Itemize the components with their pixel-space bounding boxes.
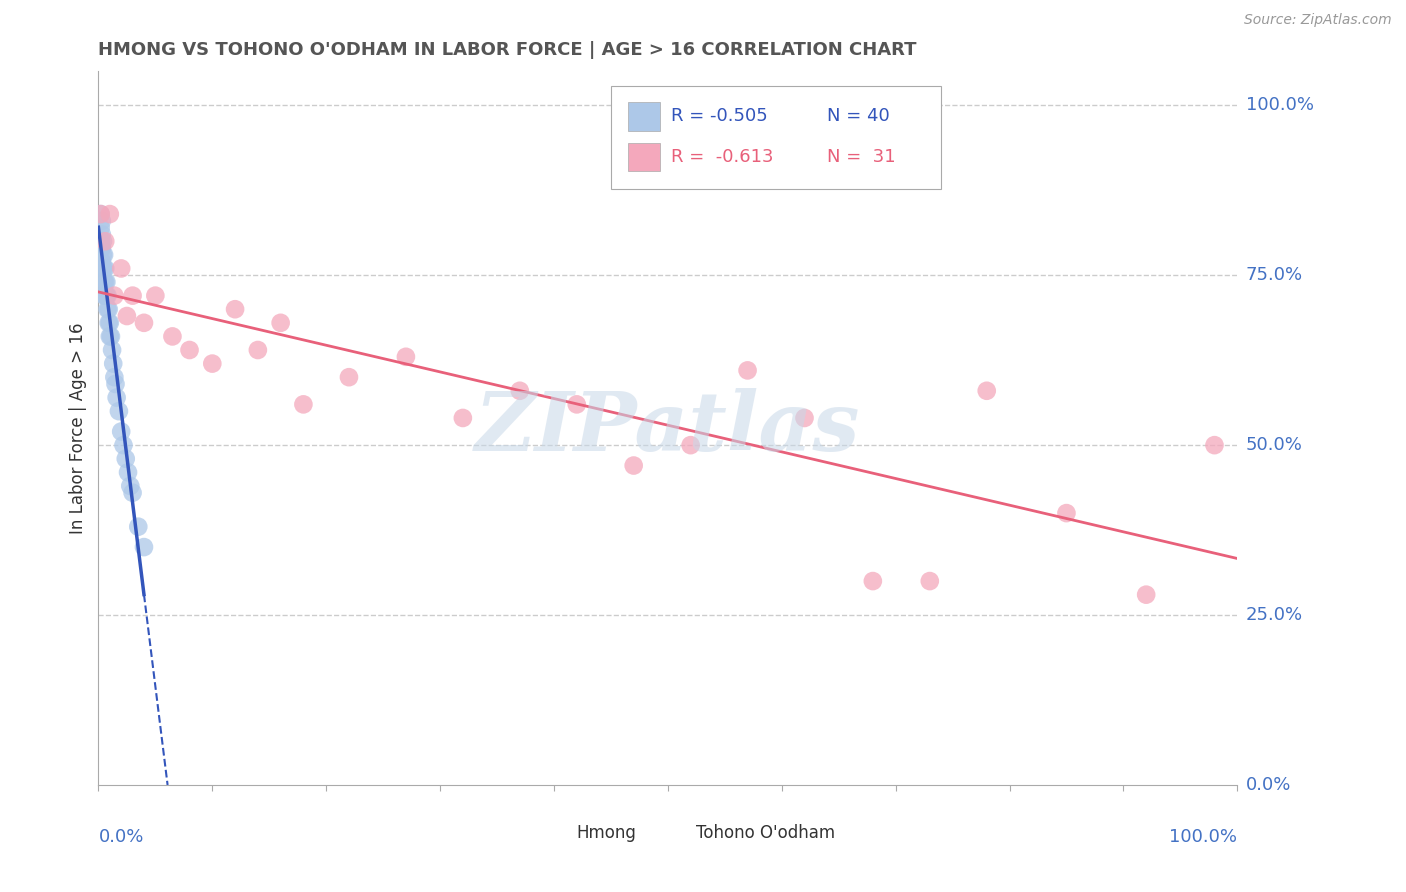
Point [91,248,114,262]
Point [96,288,118,302]
Text: ZIPatlas: ZIPatlas [475,388,860,468]
FancyBboxPatch shape [537,819,569,847]
Point [115,309,138,323]
Point [94,261,117,276]
Point [93,261,115,276]
Point [246,343,269,357]
Point [114,451,136,466]
Point [94,275,117,289]
Point [862,574,884,588]
Point [1135,588,1157,602]
Point [103,370,125,384]
Point [91,234,114,248]
Point [224,302,246,317]
Text: N = 40: N = 40 [827,107,890,125]
Point [121,288,143,302]
Point [179,343,201,357]
Point [90,234,112,248]
Point [93,248,115,262]
Point [132,316,155,330]
Text: R =  -0.613: R = -0.613 [671,148,773,166]
Text: Hmong: Hmong [576,824,637,842]
Point [101,343,124,357]
Point [103,357,125,371]
Point [509,384,531,398]
Point [793,411,815,425]
Text: 100.0%: 100.0% [1170,828,1237,846]
Point [565,397,588,411]
Point [395,350,418,364]
Text: 0.0%: 0.0% [98,828,143,846]
Point [93,288,115,302]
Point [1204,438,1226,452]
Point [337,370,360,384]
Point [110,261,132,276]
Point [127,519,149,533]
Point [976,384,998,398]
Point [737,363,759,377]
Point [90,214,112,228]
Point [292,397,315,411]
Point [679,438,702,452]
Point [98,207,121,221]
FancyBboxPatch shape [612,86,941,189]
Point [201,357,224,371]
Text: 75.0%: 75.0% [1246,266,1303,285]
Point [93,275,115,289]
Point [90,207,112,221]
Text: 100.0%: 100.0% [1246,96,1313,114]
Text: 25.0%: 25.0% [1246,606,1303,624]
Point [94,234,117,248]
Text: HMONG VS TOHONO O'ODHAM IN LABOR FORCE | AGE > 16 CORRELATION CHART: HMONG VS TOHONO O'ODHAM IN LABOR FORCE |… [98,41,917,59]
Point [162,329,184,343]
Point [451,411,474,425]
Text: 0.0%: 0.0% [1246,776,1291,794]
Point [121,485,143,500]
Text: Source: ZipAtlas.com: Source: ZipAtlas.com [1244,13,1392,28]
Point [117,466,139,480]
Point [108,404,131,418]
Point [103,288,125,302]
Point [97,316,120,330]
Point [145,288,167,302]
Point [100,329,122,343]
Point [90,241,112,255]
Point [90,254,112,268]
Point [270,316,292,330]
Point [110,425,132,439]
Point [96,275,118,289]
Point [918,574,941,588]
Point [91,261,114,276]
Text: R = -0.505: R = -0.505 [671,107,768,125]
Text: Tohono O'odham: Tohono O'odham [696,824,835,842]
Text: N =  31: N = 31 [827,148,896,166]
Point [104,376,127,391]
FancyBboxPatch shape [657,819,689,847]
Point [96,302,118,317]
Point [105,391,128,405]
Point [94,288,117,302]
Point [97,302,120,317]
Point [120,479,142,493]
Point [90,207,112,221]
Point [132,540,155,554]
Point [623,458,645,473]
Point [98,329,121,343]
Text: 50.0%: 50.0% [1246,436,1302,454]
Point [90,220,112,235]
Point [90,227,112,242]
FancyBboxPatch shape [628,102,659,130]
Point [96,288,118,302]
Point [1054,506,1078,520]
Point [98,316,121,330]
Y-axis label: In Labor Force | Age > 16: In Labor Force | Age > 16 [69,322,87,534]
Point [112,438,135,452]
FancyBboxPatch shape [628,143,659,171]
